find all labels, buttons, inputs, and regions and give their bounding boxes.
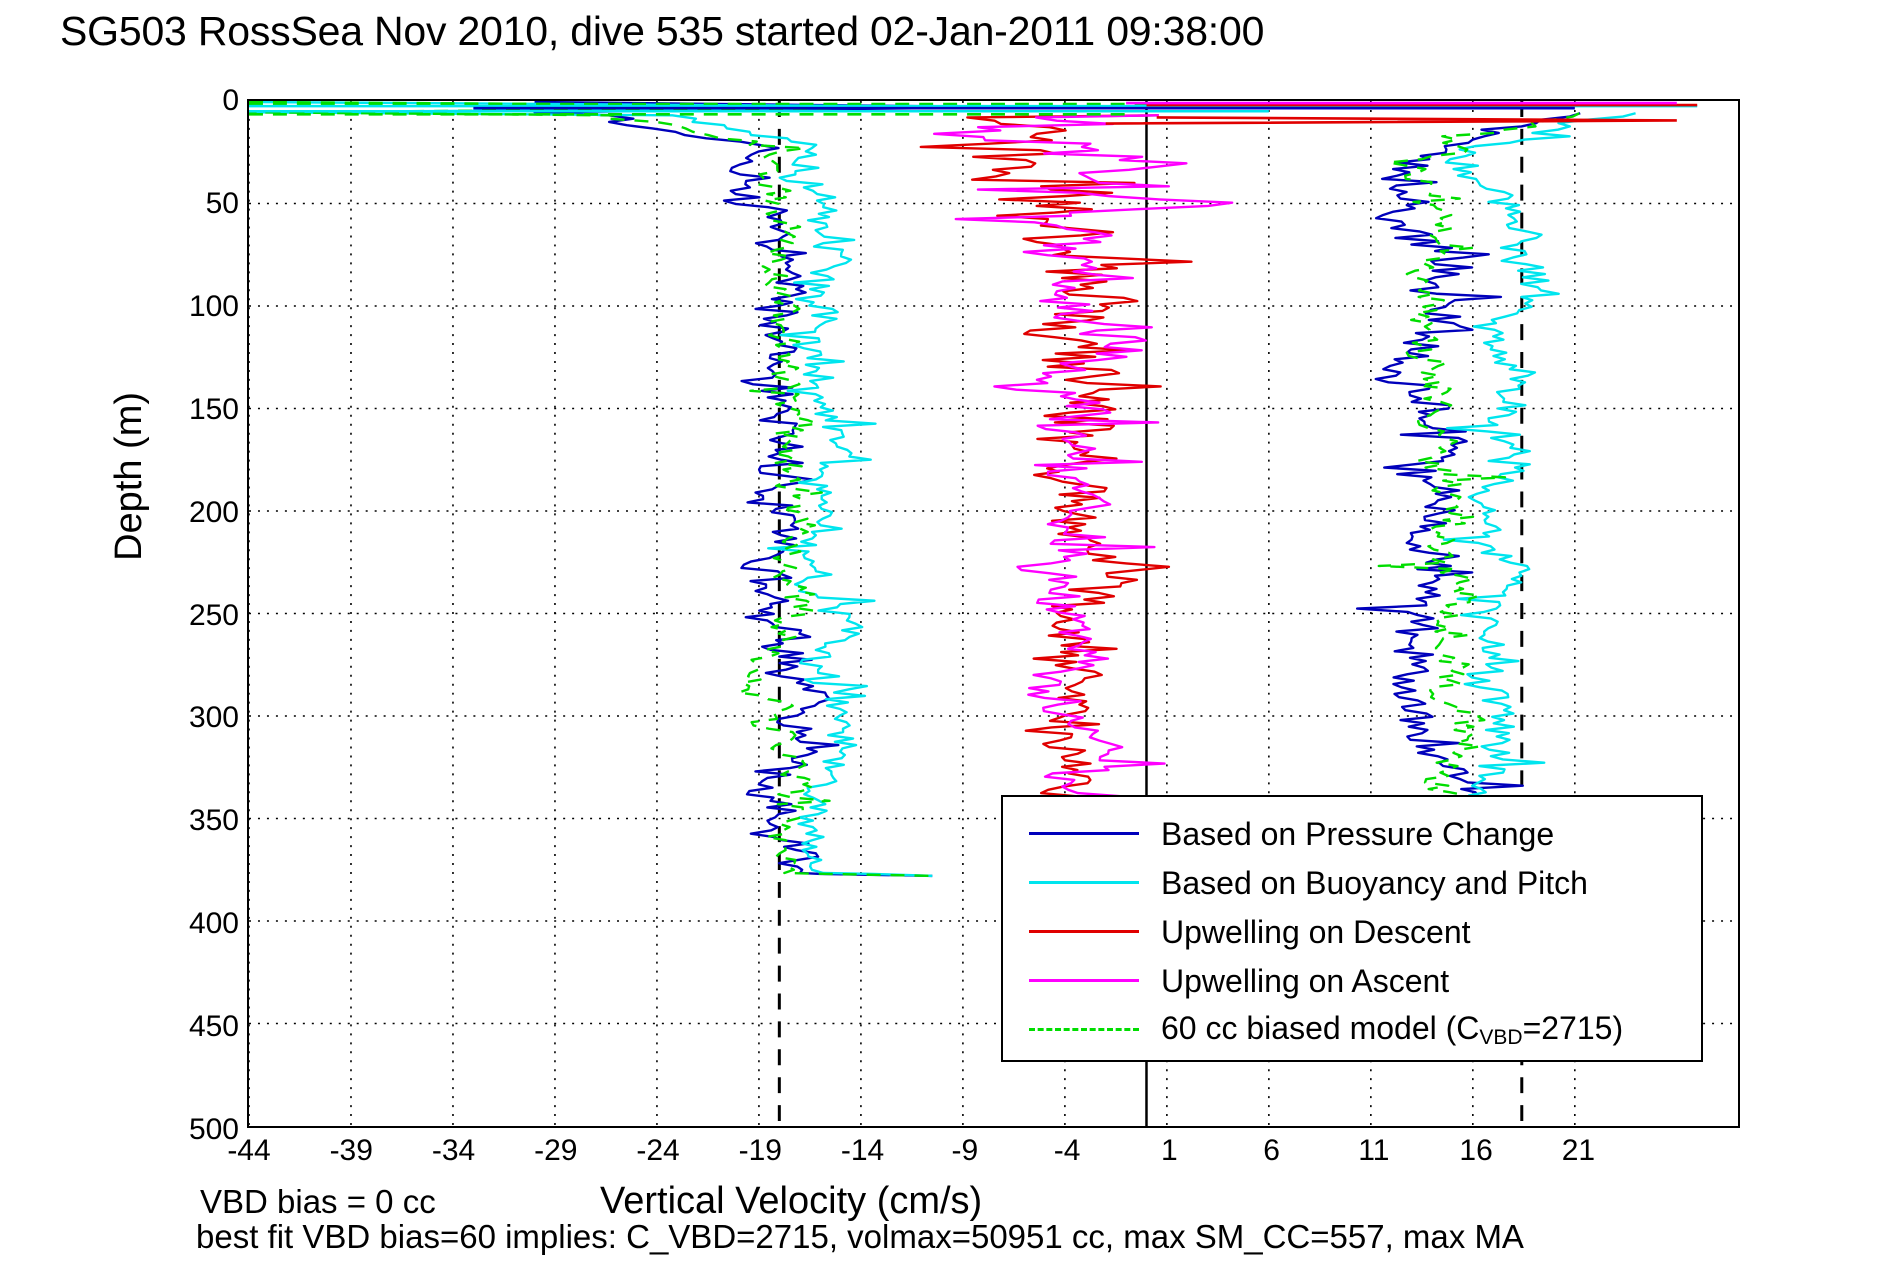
y-tick-label: 400 <box>188 907 239 941</box>
data-series-ascent <box>1355 112 1581 797</box>
y-axis-label: Depth (m) <box>108 392 150 561</box>
y-tick-label: 50 <box>205 186 239 220</box>
data-series-upwell-descent <box>919 114 1193 798</box>
x-tick-label: -14 <box>840 1134 885 1167</box>
vbd-bias-annotation: VBD bias = 0 cc <box>200 1183 436 1220</box>
y-tick-label: 0 <box>222 84 239 117</box>
legend-color-swatch <box>1029 832 1139 835</box>
x-tick-label: -29 <box>534 1134 578 1167</box>
legend-item-label: Upwelling on Ascent <box>1161 962 1450 999</box>
legend-item[interactable]: Based on Pressure Change <box>1003 809 1701 858</box>
x-tick-label: 16 <box>1459 1134 1493 1167</box>
data-series-descent <box>533 101 1018 878</box>
legend-box: Based on Pressure Change Based on Buoyanc… <box>1001 795 1703 1062</box>
surface-spike-line <box>1105 116 1677 125</box>
y-tick-label: 250 <box>188 598 239 632</box>
y-tick-label: 450 <box>188 1010 239 1044</box>
y-tick-label: 100 <box>188 289 239 323</box>
x-tick-label: 6 <box>1263 1134 1280 1167</box>
data-series-descent <box>249 101 1037 878</box>
legend-item-label: Upwelling on Descent <box>1161 913 1471 950</box>
legend-item-label: Based on Buoyancy and Pitch <box>1161 864 1588 901</box>
x-tick-label: -19 <box>738 1134 782 1167</box>
figure-title: SG503 RossSea Nov 2010, dive 535 started… <box>60 8 1265 54</box>
data-series-descent <box>249 101 1020 878</box>
x-tick-label: -24 <box>636 1134 680 1167</box>
plot-area: 0 50 100 150 200 250 300 350 400 450 500 -44 -39 -34… <box>189 84 1740 1167</box>
legend-color-swatch <box>1029 881 1139 884</box>
legend-color-swatch <box>1029 930 1139 933</box>
legend-item[interactable]: Upwelling on Descent <box>1003 907 1701 956</box>
x-tick-label: -9 <box>951 1134 979 1167</box>
data-series-ascent <box>1377 112 1580 797</box>
legend-item[interactable]: 60 cc biased model (CVBD=2715) <box>1003 1005 1701 1054</box>
plot-canvas <box>249 101 1738 1126</box>
data-series-upwell-ascent <box>932 114 1234 798</box>
x-tick-label: 1 <box>1160 1134 1178 1167</box>
legend-item-label: Based on Pressure Change <box>1161 815 1555 852</box>
legend-item-label: 60 cc biased model (CVBD=2715) <box>1161 1009 1624 1049</box>
x-axis-label: Vertical Velocity (cm/s) <box>600 1180 983 1222</box>
x-tick-label: -44 <box>227 1134 271 1167</box>
x-tick-label: -34 <box>431 1134 476 1167</box>
x-tick-label: -39 <box>329 1134 373 1167</box>
y-tick-label: 500 <box>188 1113 239 1146</box>
x-tick-label: 21 <box>1561 1134 1596 1167</box>
y-tick-label: 200 <box>188 495 239 529</box>
data-series-ascent <box>1442 112 1636 797</box>
y-tick-label: 300 <box>188 701 239 735</box>
x-tick-label: -4 <box>1053 1134 1081 1167</box>
legend-color-swatch <box>1029 979 1139 982</box>
legend-item[interactable]: Based on Buoyancy and Pitch <box>1003 858 1701 907</box>
y-tick-label: 150 <box>188 392 239 426</box>
best-fit-annotation: best fit VBD bias=60 implies: C_VBD=2715… <box>196 1218 1524 1255</box>
y-tick-label: 350 <box>188 804 239 838</box>
legend-color-swatch <box>1029 1028 1139 1031</box>
x-tick-label: 11 <box>1358 1134 1390 1167</box>
legend-item[interactable]: Upwelling on Ascent <box>1003 956 1701 1005</box>
